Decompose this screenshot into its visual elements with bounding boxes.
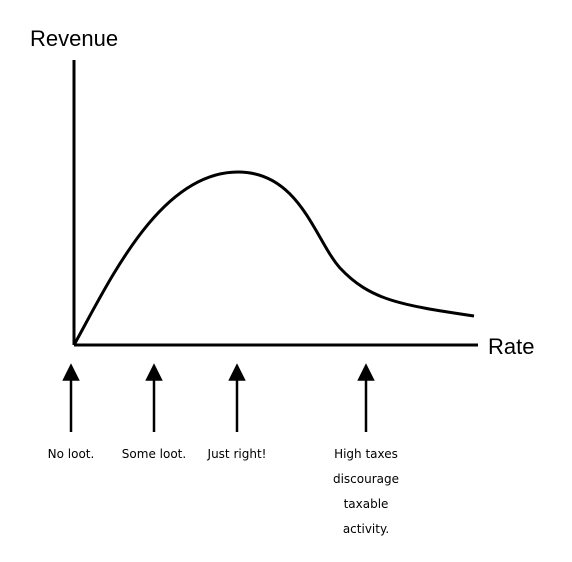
y-axis-label: Revenue [30,26,118,51]
annotation-line: Some loot. [122,447,186,461]
annotation-line: activity. [343,522,389,536]
annotation-line: discourage [333,472,399,486]
x-axis-label: Rate [488,334,534,359]
annotation-line: No loot. [48,447,95,461]
arrows [62,363,375,432]
annotation-line: High taxes [334,447,398,461]
annotation-line: Just right! [207,447,267,461]
curve [72,170,475,346]
annotations: No loot. Some loot. Just right! High taxes d… [48,447,399,536]
annotation-line: taxable [344,497,389,511]
